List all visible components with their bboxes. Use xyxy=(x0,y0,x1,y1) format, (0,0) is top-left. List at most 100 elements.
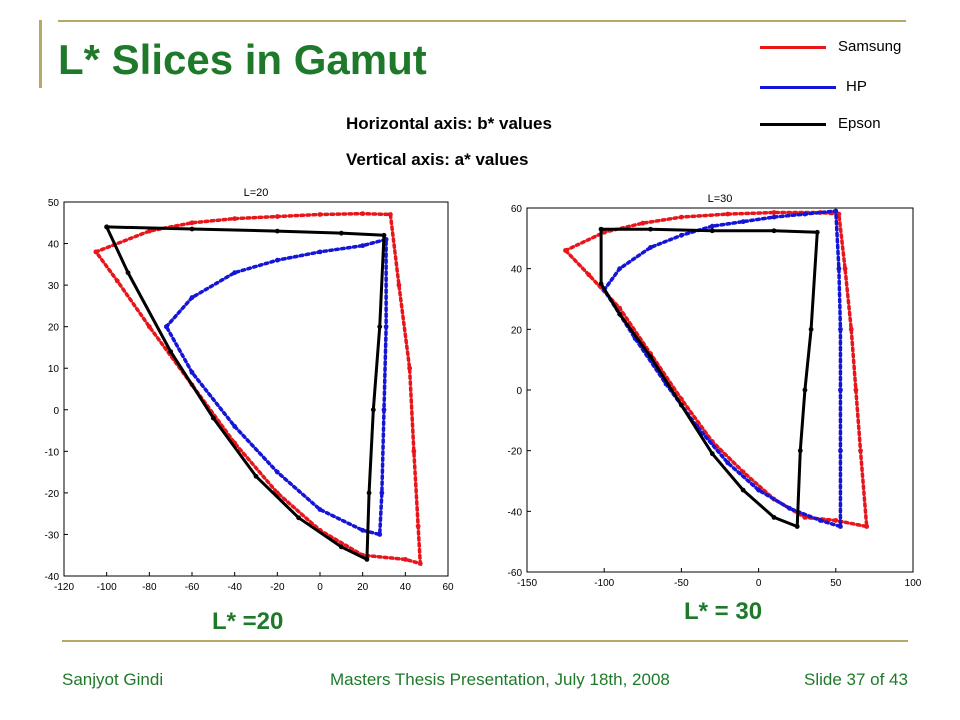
y-tick-label: 0 xyxy=(516,386,522,397)
data-point-samsung xyxy=(853,387,859,393)
header-rule-vertical xyxy=(39,20,42,88)
data-point-hp xyxy=(833,208,839,214)
data-point-epson xyxy=(771,515,777,520)
data-point-samsung xyxy=(586,272,592,278)
data-point-epson xyxy=(296,515,302,521)
y-tick-label: 40 xyxy=(511,265,523,276)
y-tick-label: 0 xyxy=(53,406,59,417)
legend-label-hp: HP xyxy=(846,78,867,95)
chart-l20: L=20-120 -100 -80 -60 -40 -20 0 20 40 60-40-30-20… xyxy=(45,187,454,593)
data-point-samsung xyxy=(833,518,839,523)
header-rule-horizontal xyxy=(58,20,906,22)
chart-title-l-30: L=30 xyxy=(708,193,733,205)
data-point-hp xyxy=(617,266,623,272)
data-point-hp xyxy=(725,460,731,466)
data-point-hp xyxy=(838,326,843,332)
data-point-hp xyxy=(771,214,777,220)
data-point-epson xyxy=(771,228,777,234)
data-point-hp xyxy=(740,219,746,225)
x-tick-label: 40 xyxy=(400,582,412,593)
data-point-epson xyxy=(814,229,820,235)
data-point-hp xyxy=(802,211,808,217)
data-point-samsung xyxy=(848,326,854,332)
data-point-hp xyxy=(836,266,842,272)
data-point-epson xyxy=(210,415,216,421)
x-tick-label: 0 xyxy=(317,582,323,593)
series-line-samsung xyxy=(94,211,423,566)
data-point-samsung xyxy=(232,216,238,222)
y-tick-label: 60 xyxy=(511,204,523,215)
data-point-hp xyxy=(232,270,238,276)
legend: Samsung HP Epson xyxy=(760,36,940,136)
plot-frame-l-30 xyxy=(526,207,914,573)
data-point-epson xyxy=(808,326,814,332)
chart-label-left: L* =20 xyxy=(212,608,284,635)
data-point-samsung xyxy=(725,211,731,217)
data-point-epson xyxy=(364,556,370,562)
legend-line-samsung xyxy=(760,46,826,49)
data-point-epson xyxy=(797,448,803,454)
data-point-samsung xyxy=(417,561,423,566)
data-point-samsung xyxy=(146,324,152,330)
data-point-samsung xyxy=(146,228,152,234)
data-point-epson xyxy=(802,387,808,393)
footer-slide-number: Slide 37 of 43 xyxy=(804,670,908,689)
data-point-epson xyxy=(338,230,344,236)
data-point-samsung xyxy=(93,249,99,255)
y-tick-label: -40 xyxy=(45,572,60,583)
data-point-samsung xyxy=(771,210,777,215)
y-tick-label: 50 xyxy=(48,198,60,209)
data-point-epson xyxy=(617,311,623,317)
data-point-hp xyxy=(817,518,823,523)
x-tick-label: -100 xyxy=(97,582,117,593)
data-point-epson xyxy=(679,402,684,408)
slide-title: L* Slices in Gamut xyxy=(58,36,427,83)
data-point-samsung xyxy=(601,229,607,235)
x-tick-label: -80 xyxy=(142,582,157,593)
data-point-samsung xyxy=(114,278,120,284)
data-point-samsung xyxy=(740,469,746,475)
data-point-hp xyxy=(679,232,684,238)
data-point-hp xyxy=(756,487,761,493)
legend-line-hp xyxy=(760,86,836,89)
data-point-epson xyxy=(709,451,715,457)
data-point-epson xyxy=(338,544,344,550)
data-point-epson xyxy=(370,407,376,413)
data-point-samsung xyxy=(407,365,412,371)
x-tick-label: 0 xyxy=(756,578,762,589)
data-point-hp xyxy=(648,245,653,250)
data-point-hp xyxy=(360,243,366,249)
y-tick-label: -10 xyxy=(45,447,60,458)
data-point-epson xyxy=(366,490,372,496)
data-point-hp xyxy=(838,524,843,529)
data-point-hp xyxy=(274,469,280,475)
data-point-hp xyxy=(274,257,280,263)
x-tick-label: 20 xyxy=(357,582,369,593)
data-point-hp xyxy=(317,507,323,512)
data-point-epson xyxy=(740,487,746,493)
data-point-epson xyxy=(381,232,387,238)
data-point-hp xyxy=(317,249,323,255)
series-samsung xyxy=(93,211,423,566)
data-point-hp xyxy=(379,490,385,496)
data-point-samsung xyxy=(679,396,684,402)
data-point-samsung xyxy=(563,248,568,253)
data-point-samsung xyxy=(360,211,366,217)
x-tick-label: -50 xyxy=(674,578,689,589)
series-line-epson xyxy=(105,225,386,561)
data-point-hp xyxy=(377,532,383,537)
chart-label-right: L* = 30 xyxy=(684,598,763,625)
data-point-epson xyxy=(648,226,653,232)
series-epson xyxy=(104,224,387,562)
data-point-hp xyxy=(164,324,169,330)
data-point-hp xyxy=(360,527,366,533)
x-tick-label: -150 xyxy=(517,578,537,589)
data-point-samsung xyxy=(640,220,646,226)
x-tick-label: 60 xyxy=(442,582,454,593)
data-point-hp xyxy=(838,387,843,393)
chart-title-l-20: L=20 xyxy=(244,187,269,199)
footer-author: Sanjyot Gindi xyxy=(62,670,164,689)
data-point-samsung xyxy=(858,448,863,454)
y-tick-label: -40 xyxy=(508,507,523,518)
y-tick-label: -20 xyxy=(45,489,60,500)
